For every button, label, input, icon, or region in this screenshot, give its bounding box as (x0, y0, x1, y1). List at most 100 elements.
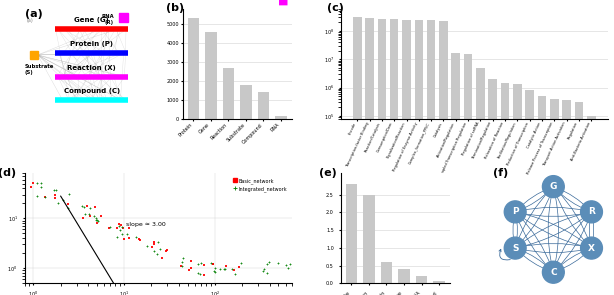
Point (211, 266, 220, 271)
Circle shape (581, 237, 602, 259)
Point (149, 239, 159, 244)
Point (33, 194, 42, 199)
Bar (346, 184, 357, 283)
Bar (427, 19, 435, 295)
Bar (188, 18, 199, 119)
Text: Protein (P): Protein (P) (70, 41, 113, 47)
Point (79, 216, 88, 221)
Legend: Basic_network, Integrated_network: Basic_network, Integrated_network (231, 176, 289, 194)
Bar (353, 17, 362, 295)
Point (124, 236, 134, 241)
Point (235, 265, 244, 269)
Point (262, 262, 272, 267)
Point (118, 225, 128, 230)
Point (77, 204, 87, 208)
Point (195, 271, 204, 276)
Y-axis label: Number of nodes: Number of nodes (0, 198, 2, 258)
Bar (526, 90, 534, 295)
Point (50, 195, 60, 200)
Point (80, 212, 90, 217)
Point (112, 234, 122, 239)
Bar (240, 85, 252, 119)
Bar (365, 18, 374, 295)
Point (117, 222, 126, 227)
Point (220, 266, 230, 271)
Point (211, 270, 220, 275)
Text: (a): (a) (25, 9, 42, 19)
Point (258, 269, 268, 273)
Text: (f): (f) (494, 168, 508, 178)
Point (58, 197, 68, 202)
Point (283, 266, 293, 270)
Circle shape (504, 201, 526, 223)
Bar (550, 99, 559, 295)
Point (112, 225, 122, 230)
Point (176, 264, 186, 269)
Point (149, 242, 158, 246)
Point (28, 181, 38, 186)
Point (227, 267, 237, 271)
Circle shape (504, 237, 526, 259)
Point (41, 195, 50, 199)
Bar (501, 83, 510, 295)
Point (131, 235, 141, 240)
Text: R: R (588, 207, 595, 216)
Point (222, 263, 231, 268)
Point (85, 214, 95, 219)
Circle shape (542, 176, 564, 198)
Point (236, 261, 246, 266)
Point (200, 273, 209, 277)
Bar (258, 92, 269, 119)
Point (64, 191, 74, 196)
Bar (489, 79, 497, 295)
Bar (390, 19, 398, 295)
Point (286, 262, 295, 266)
Point (177, 264, 187, 268)
Point (93, 218, 103, 222)
Point (177, 260, 187, 264)
Point (142, 244, 152, 248)
Point (262, 271, 271, 276)
Text: (a): (a) (27, 18, 34, 23)
Bar (398, 269, 410, 283)
Point (85, 205, 95, 210)
Point (91, 216, 101, 221)
Point (40, 195, 50, 199)
Point (208, 262, 218, 267)
Bar (433, 281, 445, 283)
Point (155, 247, 165, 252)
Point (259, 267, 269, 272)
Point (117, 232, 126, 236)
Point (281, 262, 290, 267)
Point (115, 227, 125, 232)
Point (90, 205, 100, 209)
Text: C: C (550, 268, 557, 277)
Bar (275, 116, 287, 119)
Point (91, 217, 101, 222)
Bar (587, 116, 596, 295)
Point (85, 212, 95, 216)
Text: RNA
(R): RNA (R) (101, 14, 114, 25)
Point (193, 271, 203, 276)
Point (105, 225, 115, 230)
Point (37, 184, 47, 189)
Bar (575, 102, 583, 295)
Point (117, 224, 127, 229)
Circle shape (542, 261, 564, 283)
Point (230, 271, 239, 276)
Point (147, 244, 157, 249)
Point (157, 255, 167, 260)
Text: (b): (b) (166, 3, 184, 13)
Point (208, 261, 218, 266)
Point (206, 260, 216, 265)
Point (26, 185, 36, 190)
Point (51, 188, 61, 192)
Bar (402, 19, 411, 295)
Point (161, 249, 171, 253)
Point (219, 267, 229, 272)
Text: P: P (512, 207, 518, 216)
Point (90, 213, 99, 218)
Point (134, 237, 144, 241)
Text: Substrate
(S): Substrate (S) (25, 64, 54, 75)
Point (199, 263, 209, 268)
